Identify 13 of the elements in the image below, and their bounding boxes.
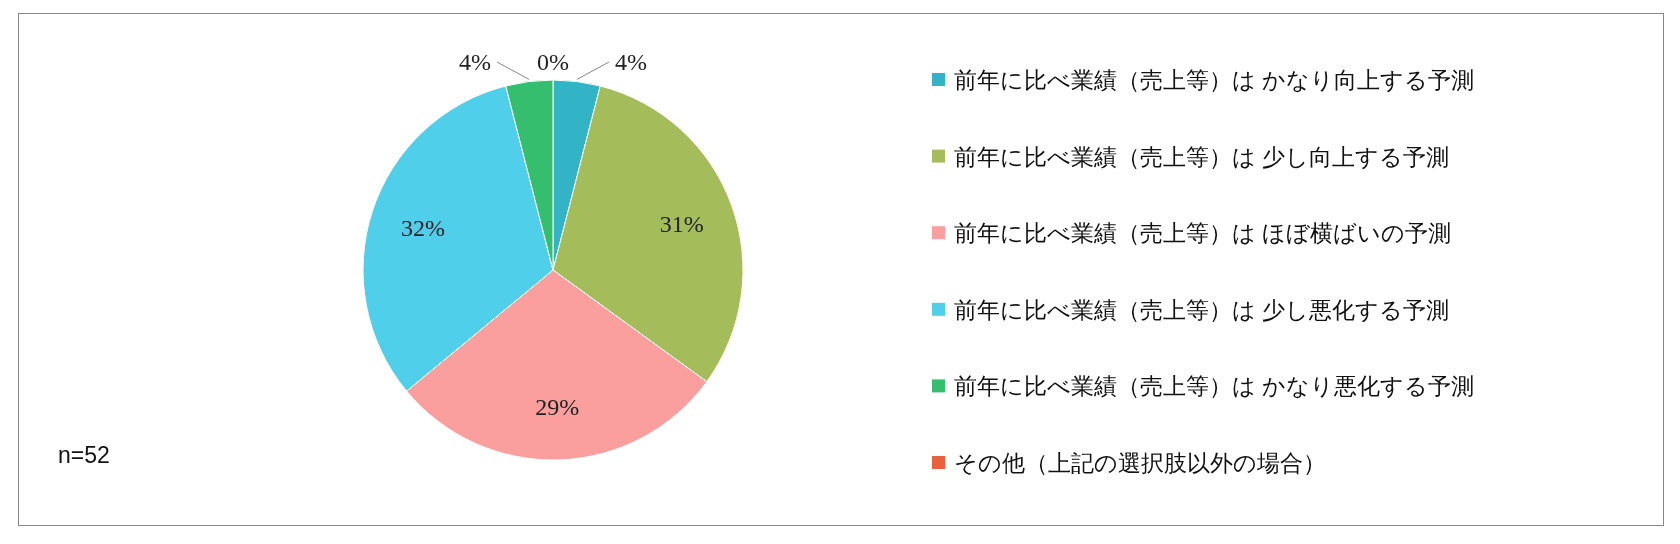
data-label: 4% bbox=[459, 49, 491, 75]
data-label: 29% bbox=[535, 393, 580, 420]
data-label: 4% bbox=[615, 49, 647, 75]
legend-label: 前年に比べ業績（売上等）は 少し向上する予測 bbox=[954, 143, 1450, 170]
data-label: 32% bbox=[400, 214, 445, 241]
legend-label: その他（上記の選択肢以外の場合） bbox=[954, 450, 1326, 476]
legend-label: 前年に比べ業績（売上等）は かなり向上する予測 bbox=[954, 67, 1475, 93]
data-label: 31% bbox=[659, 210, 704, 237]
legend-label: 前年に比べ業績（売上等）は かなり悪化する予測 bbox=[954, 373, 1475, 400]
legend-label: 前年に比べ業績（売上等）は ほぼ横ばいの予測 bbox=[954, 220, 1452, 247]
legend-label: 前年に比べ業績（売上等）は 少し悪化する予測 bbox=[954, 296, 1450, 323]
text: n=52 bbox=[58, 442, 110, 468]
text: 0% bbox=[537, 49, 569, 75]
